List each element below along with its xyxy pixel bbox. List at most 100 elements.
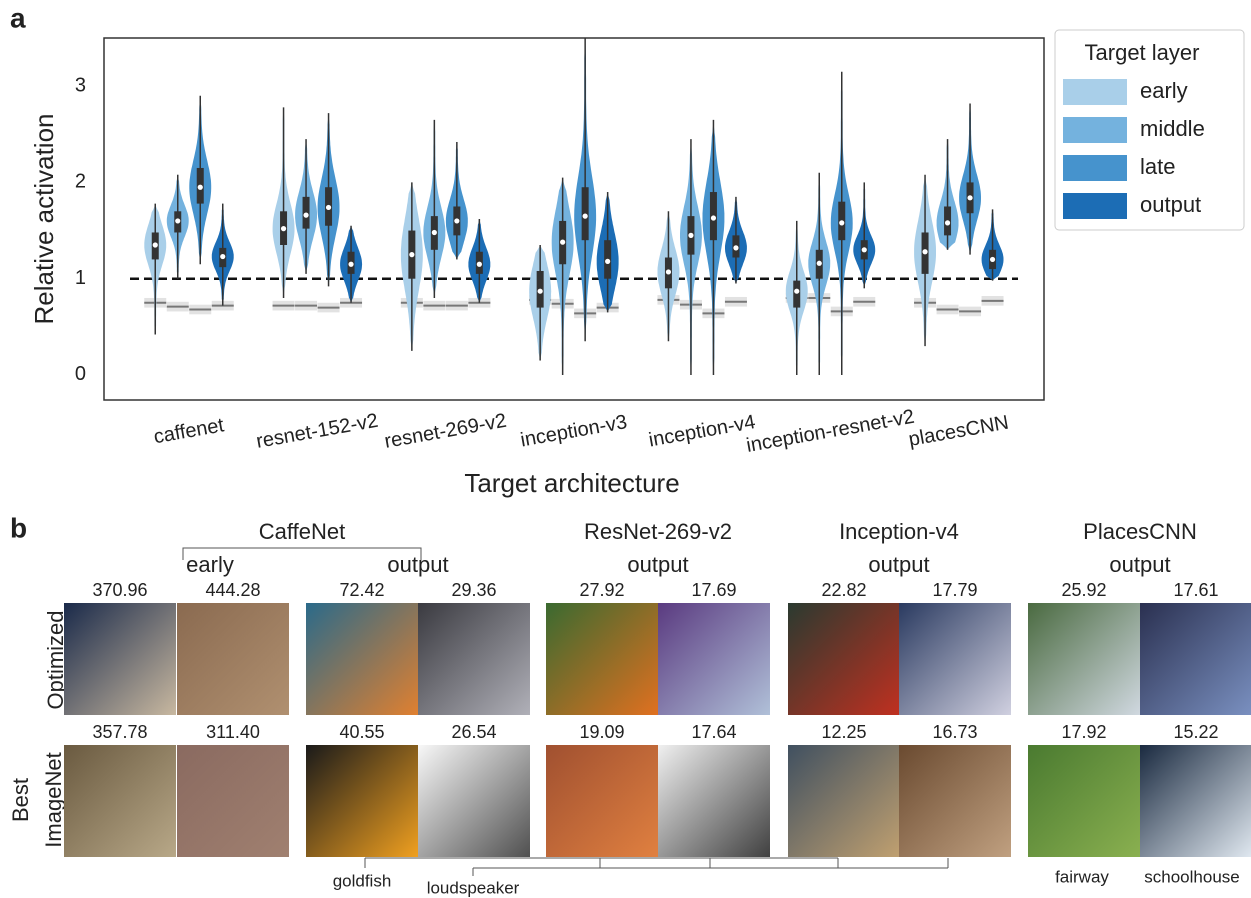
median: [454, 218, 460, 224]
x-tick-label: inception-resnet-v2: [745, 406, 916, 457]
y-tick-label: 3: [75, 74, 86, 96]
score: 27.92: [579, 580, 624, 600]
image-tile: [788, 603, 900, 715]
legend-label: late: [1140, 154, 1175, 179]
image-tile: [1140, 603, 1251, 715]
group-sublabel: output: [1109, 552, 1170, 577]
score: 16.73: [932, 722, 977, 742]
score: 26.54: [451, 722, 496, 742]
median: [816, 260, 822, 266]
median: [839, 220, 845, 226]
panel-label: a: [10, 2, 26, 33]
median: [175, 218, 181, 224]
score: 19.09: [579, 722, 624, 742]
legend-title: Target layer: [1085, 40, 1200, 65]
row-label: Best: [8, 778, 33, 822]
score: 17.61: [1173, 580, 1218, 600]
median: [605, 258, 611, 264]
legend-label: middle: [1140, 116, 1205, 141]
median: [861, 247, 867, 253]
score: 22.82: [821, 580, 866, 600]
score: 357.78: [92, 722, 147, 742]
image-tile: [788, 745, 900, 857]
class-label: loudspeaker: [427, 878, 520, 897]
image-tile: [899, 603, 1011, 715]
median: [560, 239, 566, 245]
median: [944, 220, 951, 226]
row-label: Optimized: [43, 610, 68, 709]
group-title: Inception-v4: [839, 519, 959, 544]
box: [793, 280, 801, 308]
legend-label: early: [1140, 78, 1188, 103]
median: [197, 184, 203, 190]
image-tile: [418, 745, 530, 857]
median: [303, 212, 309, 218]
median: [794, 288, 800, 294]
score: 444.28: [205, 580, 260, 600]
row-label: ImageNet: [41, 752, 66, 847]
x-tick-label: inception-v3: [519, 411, 629, 451]
panel-label: b: [10, 512, 27, 543]
median: [582, 213, 588, 219]
image-tile: [546, 745, 658, 857]
class-label: goldfish: [333, 871, 392, 890]
x-tick-label: resnet-152-v2: [254, 410, 379, 453]
image-tile: [177, 603, 289, 715]
group-sublabel: output: [627, 552, 688, 577]
image-tile: [1028, 603, 1140, 715]
x-tick-label: resnet-269-v2: [383, 410, 508, 453]
x-axis-title: Target architecture: [464, 468, 679, 498]
class-label: schoolhouse: [1144, 867, 1239, 886]
x-tick-label: inception-v4: [647, 411, 757, 451]
image-tile: [306, 745, 418, 857]
median: [476, 261, 482, 267]
score: 370.96: [92, 580, 147, 600]
median: [537, 288, 543, 294]
median: [325, 204, 332, 211]
x-tick-label: caffenet: [152, 414, 226, 448]
score: 311.40: [206, 722, 260, 742]
y-tick-label: 1: [75, 267, 86, 289]
median: [348, 261, 354, 267]
image-tile: [177, 745, 289, 857]
bracket: [182, 547, 422, 560]
x-tick-label: placesCNN: [907, 412, 1010, 451]
score: 15.22: [1173, 722, 1218, 742]
image-tile: [546, 603, 658, 715]
group-sublabel: output: [387, 552, 448, 577]
legend-swatch: [1063, 155, 1127, 181]
image-tile: [418, 603, 530, 715]
median: [220, 253, 226, 260]
score: 40.55: [339, 722, 384, 742]
median: [688, 232, 694, 238]
image-tile: [899, 745, 1011, 857]
score: 72.42: [339, 580, 384, 600]
group-sublabel: early: [186, 552, 234, 577]
plot-frame: [103, 37, 1045, 401]
image-tile: [1028, 745, 1140, 857]
median: [922, 249, 928, 255]
group-title: CaffeNet: [259, 519, 345, 544]
score: 25.92: [1061, 580, 1106, 600]
median: [989, 256, 996, 263]
y-tick-label: 2: [75, 171, 86, 193]
median: [733, 245, 739, 251]
y-tick-label: 0: [75, 363, 86, 385]
image-tile: [658, 603, 770, 715]
legend-swatch: [1063, 117, 1127, 143]
legend-swatch: [1063, 193, 1127, 219]
score: 17.92: [1061, 722, 1106, 742]
median: [665, 269, 672, 275]
legend-swatch: [1063, 79, 1127, 105]
image-tile: [1140, 745, 1251, 857]
y-axis-title: Relative activation: [29, 114, 59, 325]
image-tile: [64, 603, 176, 715]
class-label: fairway: [1055, 867, 1109, 886]
median: [409, 252, 415, 258]
median: [967, 195, 973, 201]
median: [431, 229, 437, 236]
score: 17.64: [691, 722, 736, 742]
score: 29.36: [451, 580, 496, 600]
score: 17.79: [932, 580, 977, 600]
